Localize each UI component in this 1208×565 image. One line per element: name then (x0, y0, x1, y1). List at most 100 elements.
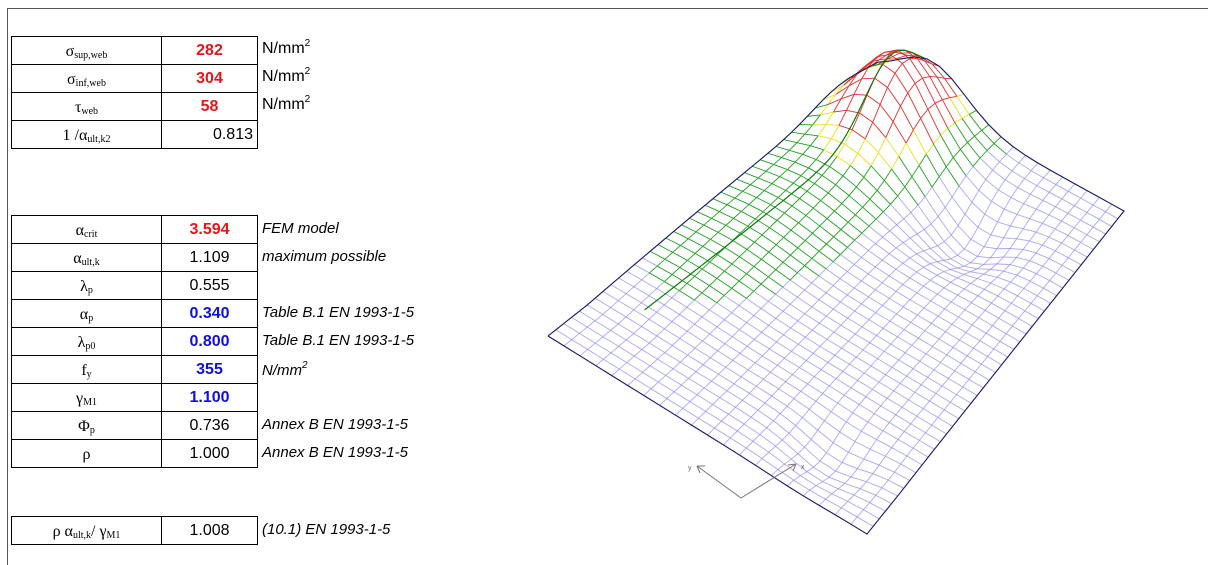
mesh-line (625, 293, 642, 304)
mesh-line (777, 190, 787, 198)
mesh-line (563, 323, 580, 334)
mesh-line (865, 389, 873, 398)
mesh-line (875, 494, 892, 505)
mesh-line (1042, 222, 1056, 230)
mesh-line (653, 298, 660, 303)
symbol-char: α (79, 127, 88, 144)
mesh-line (841, 507, 858, 518)
mesh-line (724, 319, 740, 331)
mesh-line (943, 271, 958, 279)
mesh-line (846, 94, 855, 111)
mesh-line (882, 204, 891, 213)
mesh-line (1022, 249, 1037, 254)
mesh-line (800, 167, 809, 177)
mesh-line (746, 345, 763, 357)
mesh-line (797, 447, 805, 455)
mesh-line (733, 217, 748, 227)
mesh-line (728, 413, 745, 425)
mesh-line (797, 247, 813, 259)
mesh-line (680, 354, 689, 363)
mesh-line (819, 218, 828, 227)
mesh-line (672, 283, 679, 289)
mesh-line (610, 352, 628, 363)
mesh-line (868, 296, 883, 306)
row-note: Annex B EN 1993-1-5 (262, 444, 408, 461)
mesh-line (920, 108, 929, 119)
mesh-line (866, 481, 883, 489)
mesh-line (1006, 153, 1020, 164)
mesh-line (694, 347, 711, 359)
mesh-line (1061, 198, 1075, 207)
mesh-line (730, 437, 747, 449)
mesh-line (812, 232, 827, 245)
symbol-cell: ρ α ult,k / γ M1 (11, 517, 162, 544)
mesh-line (1029, 231, 1037, 242)
mesh-line (896, 306, 904, 315)
mesh-line (892, 121, 907, 144)
mesh-line (1004, 310, 1019, 319)
mesh-line (1061, 235, 1069, 244)
mesh-line (641, 326, 658, 337)
symbol-subscript: ult,k (87, 134, 106, 145)
mesh-line (887, 52, 900, 60)
mesh-line (899, 375, 908, 384)
mesh-line (1086, 226, 1094, 236)
mesh-line (702, 245, 718, 256)
mesh-line (863, 509, 880, 520)
mesh-line (958, 309, 966, 318)
mesh-line (720, 191, 736, 199)
mesh-line (860, 280, 876, 291)
mesh-line (1055, 265, 1063, 274)
mesh-line (703, 224, 719, 233)
mesh-line (820, 362, 829, 370)
mesh-line (912, 368, 928, 378)
mesh-line (833, 324, 842, 333)
mesh-line (922, 76, 930, 79)
mesh-line (974, 371, 990, 381)
mesh-line (672, 368, 689, 379)
mesh-line (797, 313, 806, 322)
mesh-line (1029, 240, 1043, 246)
mesh-line (914, 83, 929, 110)
mesh-line (858, 396, 867, 405)
mesh-line (776, 220, 792, 231)
mesh-line (633, 279, 642, 288)
mesh-line (829, 166, 844, 177)
mesh-line (717, 247, 726, 256)
mesh-line (703, 380, 712, 389)
mesh-line (848, 441, 856, 453)
mesh-line (679, 314, 695, 325)
mesh-line (857, 153, 872, 167)
mesh-line (877, 358, 893, 368)
value-text: 1.109 (189, 248, 230, 266)
mesh-line (864, 138, 879, 153)
mesh-line (974, 363, 982, 373)
mesh-line (984, 246, 998, 250)
mesh-line (762, 355, 778, 366)
mesh-line (863, 448, 871, 460)
mesh-line (929, 263, 944, 273)
mesh-line (781, 432, 790, 441)
mesh-line (809, 485, 817, 491)
mesh-line (840, 229, 855, 241)
mesh-line (754, 355, 763, 364)
mesh-line (890, 204, 905, 220)
mesh-line (834, 354, 850, 365)
mesh-line (916, 233, 931, 249)
mesh-line (876, 430, 884, 440)
mesh-line (879, 87, 888, 105)
mesh-line (665, 368, 674, 376)
mesh-line (775, 237, 784, 246)
mesh-line (978, 179, 987, 191)
mesh-line (847, 310, 855, 319)
mesh-line (799, 182, 806, 187)
mesh-line (1036, 265, 1044, 275)
y-arrow-head (696, 465, 701, 474)
mesh-line (1036, 177, 1044, 186)
mesh-line (1030, 193, 1044, 201)
mesh-line (872, 464, 880, 474)
mesh-line (694, 246, 704, 254)
mesh-line (679, 283, 688, 291)
mesh-line (696, 394, 714, 405)
